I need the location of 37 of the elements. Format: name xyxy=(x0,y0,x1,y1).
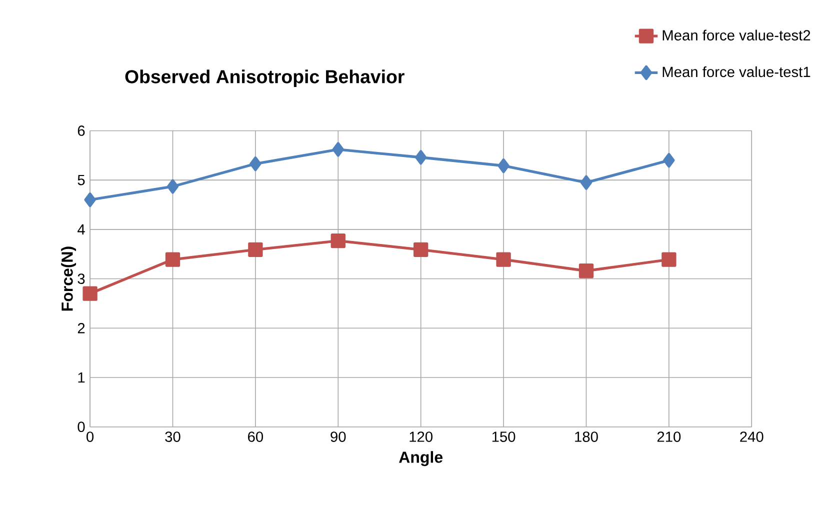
point xyxy=(578,263,594,278)
y-tick-label: 6 xyxy=(78,125,85,136)
y-tick-label: 1 xyxy=(78,372,85,382)
chart-title: Observed Anisotropic Behavior xyxy=(125,70,404,87)
point xyxy=(498,158,510,174)
point xyxy=(580,175,592,190)
point xyxy=(330,233,346,248)
x-axis-title: Angle xyxy=(399,451,443,466)
point xyxy=(662,252,676,267)
x-tick-label: 210 xyxy=(657,431,681,442)
point xyxy=(415,150,427,165)
x-tick-label: 240 xyxy=(740,431,764,442)
point xyxy=(414,242,428,257)
legend-label: Mean force value-test2 xyxy=(662,30,810,40)
y-tick-label: 2 xyxy=(78,322,85,334)
point xyxy=(166,179,179,194)
y-tick-label: 3 xyxy=(78,274,85,284)
y-axis-title: Force(N) xyxy=(61,246,76,311)
y-tick-label: 0 xyxy=(78,422,85,432)
point xyxy=(165,252,180,267)
point xyxy=(248,242,263,257)
point xyxy=(82,286,98,301)
point xyxy=(496,252,511,267)
x-tick-label: 30 xyxy=(165,431,180,442)
point xyxy=(250,156,262,172)
point xyxy=(332,142,344,157)
legend-label: Mean force value-test1 xyxy=(662,66,810,78)
point xyxy=(663,152,675,168)
y-tick-label: 5 xyxy=(78,174,85,186)
point xyxy=(84,192,96,208)
x-tick-label: 90 xyxy=(330,431,346,442)
x-tick-label: 0 xyxy=(86,431,94,442)
y-tick-label: 4 xyxy=(78,224,85,234)
x-tick-label: 120 xyxy=(410,431,432,442)
x-tick-label: 180 xyxy=(575,431,598,442)
x-tick-label: 150 xyxy=(492,431,516,442)
x-tick-label: 60 xyxy=(248,431,264,442)
